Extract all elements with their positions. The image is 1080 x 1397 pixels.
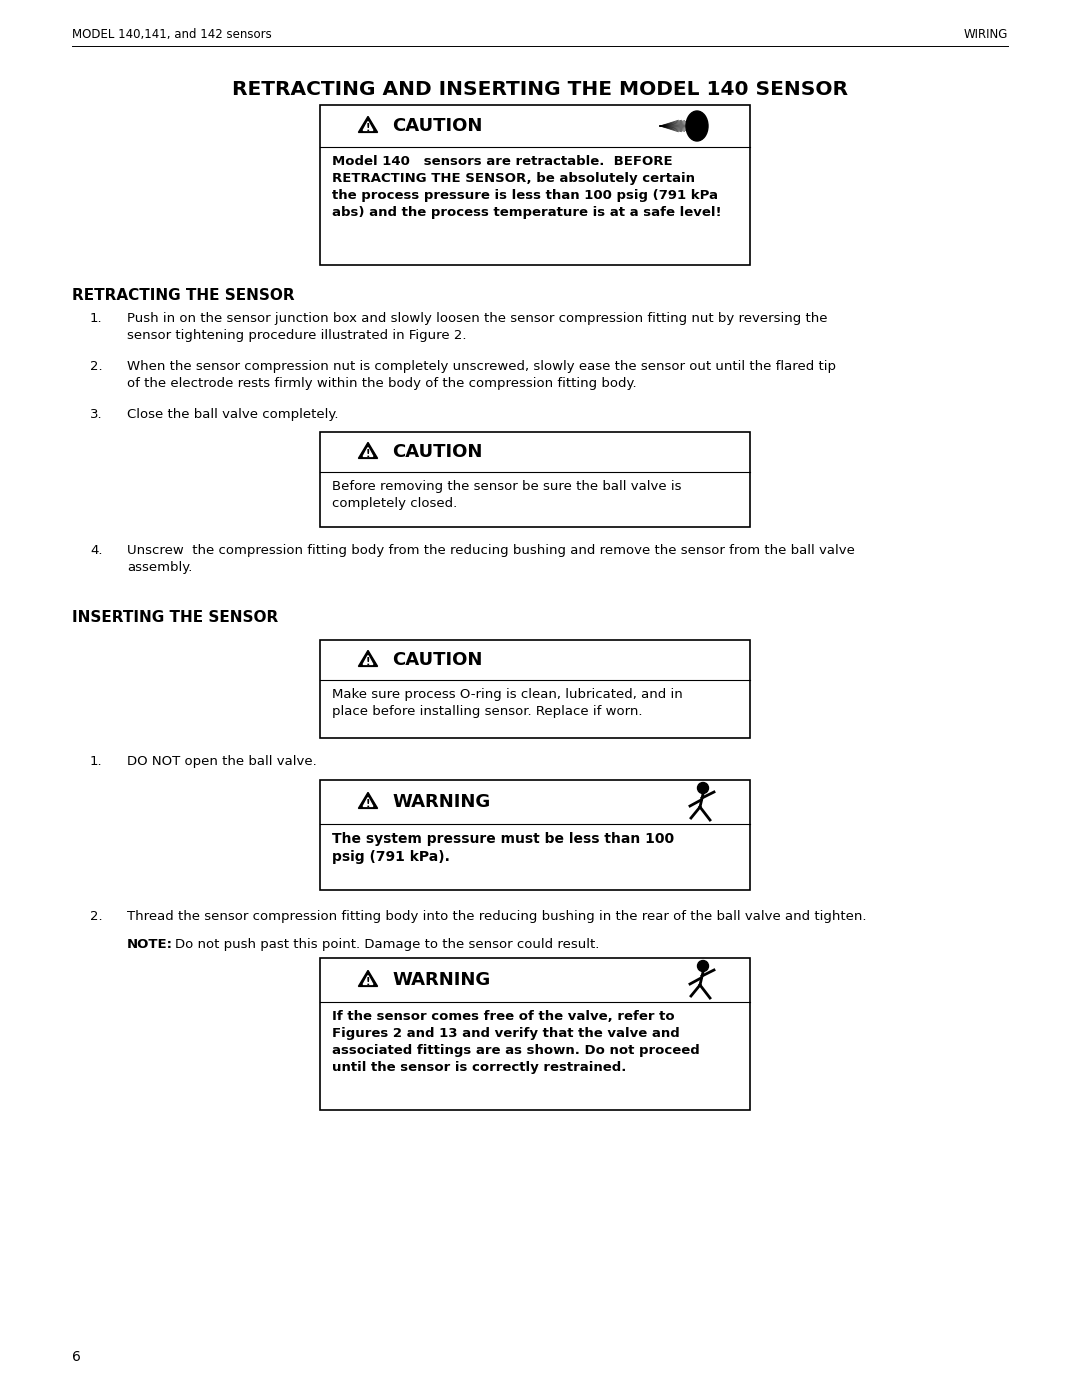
Polygon shape [363,655,373,665]
Text: The system pressure must be less than 100
psig (791 kPa).: The system pressure must be less than 10… [332,833,674,865]
Text: NOTE:: NOTE: [127,937,173,951]
Text: Make sure process O-ring is clean, lubricated, and in
place before installing se: Make sure process O-ring is clean, lubri… [332,687,683,718]
Text: RETRACTING THE SENSOR: RETRACTING THE SENSOR [72,288,295,303]
Polygon shape [363,122,373,130]
Text: Unscrew  the compression fitting body from the reducing bushing and remove the s: Unscrew the compression fitting body fro… [127,543,855,574]
Text: Do not push past this point. Damage to the sensor could result.: Do not push past this point. Damage to t… [175,937,599,951]
Text: !: ! [366,977,370,986]
Bar [320,105,750,265]
Text: INSERTING THE SENSOR: INSERTING THE SENSOR [72,610,279,624]
Circle shape [698,782,708,793]
Polygon shape [359,116,378,133]
Polygon shape [363,447,373,457]
Text: 2.: 2. [90,360,103,373]
Text: !: ! [366,799,370,809]
Bar [320,640,750,738]
Polygon shape [363,975,373,985]
Text: 6: 6 [72,1350,81,1363]
Text: CAUTION: CAUTION [392,117,483,136]
Text: Model 140   sensors are retractable.  BEFORE
RETRACTING THE SENSOR, be absolutel: Model 140 sensors are retractable. BEFOR… [332,155,721,219]
Text: WIRING: WIRING [963,28,1008,41]
Text: CAUTION: CAUTION [392,651,483,669]
Text: RETRACTING AND INSERTING THE MODEL 140 SENSOR: RETRACTING AND INSERTING THE MODEL 140 S… [232,80,848,99]
Circle shape [698,961,708,971]
Polygon shape [363,798,373,806]
Ellipse shape [686,110,708,141]
Text: WARNING: WARNING [392,793,490,812]
Polygon shape [359,651,378,666]
Text: WARNING: WARNING [392,971,490,989]
Text: Before removing the sensor be sure the ball valve is
completely closed.: Before removing the sensor be sure the b… [332,481,681,510]
Bar [320,432,750,527]
Bar [320,780,750,890]
Text: !: ! [366,657,370,666]
Text: MODEL 140,141, and 142 sensors: MODEL 140,141, and 142 sensors [72,28,272,41]
Text: If the sensor comes free of the valve, refer to
Figures 2 and 13 and verify that: If the sensor comes free of the valve, r… [332,1010,700,1074]
Text: Thread the sensor compression fitting body into the reducing bushing in the rear: Thread the sensor compression fitting bo… [127,909,866,923]
Text: !: ! [366,448,370,458]
Polygon shape [359,443,378,458]
Text: 1.: 1. [90,754,103,768]
Text: 1.: 1. [90,312,103,326]
Text: Close the ball valve completely.: Close the ball valve completely. [127,408,338,420]
Polygon shape [359,971,378,986]
Text: 2.: 2. [90,909,103,923]
Text: 3.: 3. [90,408,103,420]
Text: !: ! [366,123,370,133]
Text: Push in on the sensor junction box and slowly loosen the sensor compression fitt: Push in on the sensor junction box and s… [127,312,827,342]
Polygon shape [359,792,378,809]
Text: DO NOT open the ball valve.: DO NOT open the ball valve. [127,754,316,768]
Text: When the sensor compression nut is completely unscrewed, slowly ease the sensor : When the sensor compression nut is compl… [127,360,836,390]
Text: 4.: 4. [90,543,103,557]
Text: CAUTION: CAUTION [392,443,483,461]
Bar [320,958,750,1111]
